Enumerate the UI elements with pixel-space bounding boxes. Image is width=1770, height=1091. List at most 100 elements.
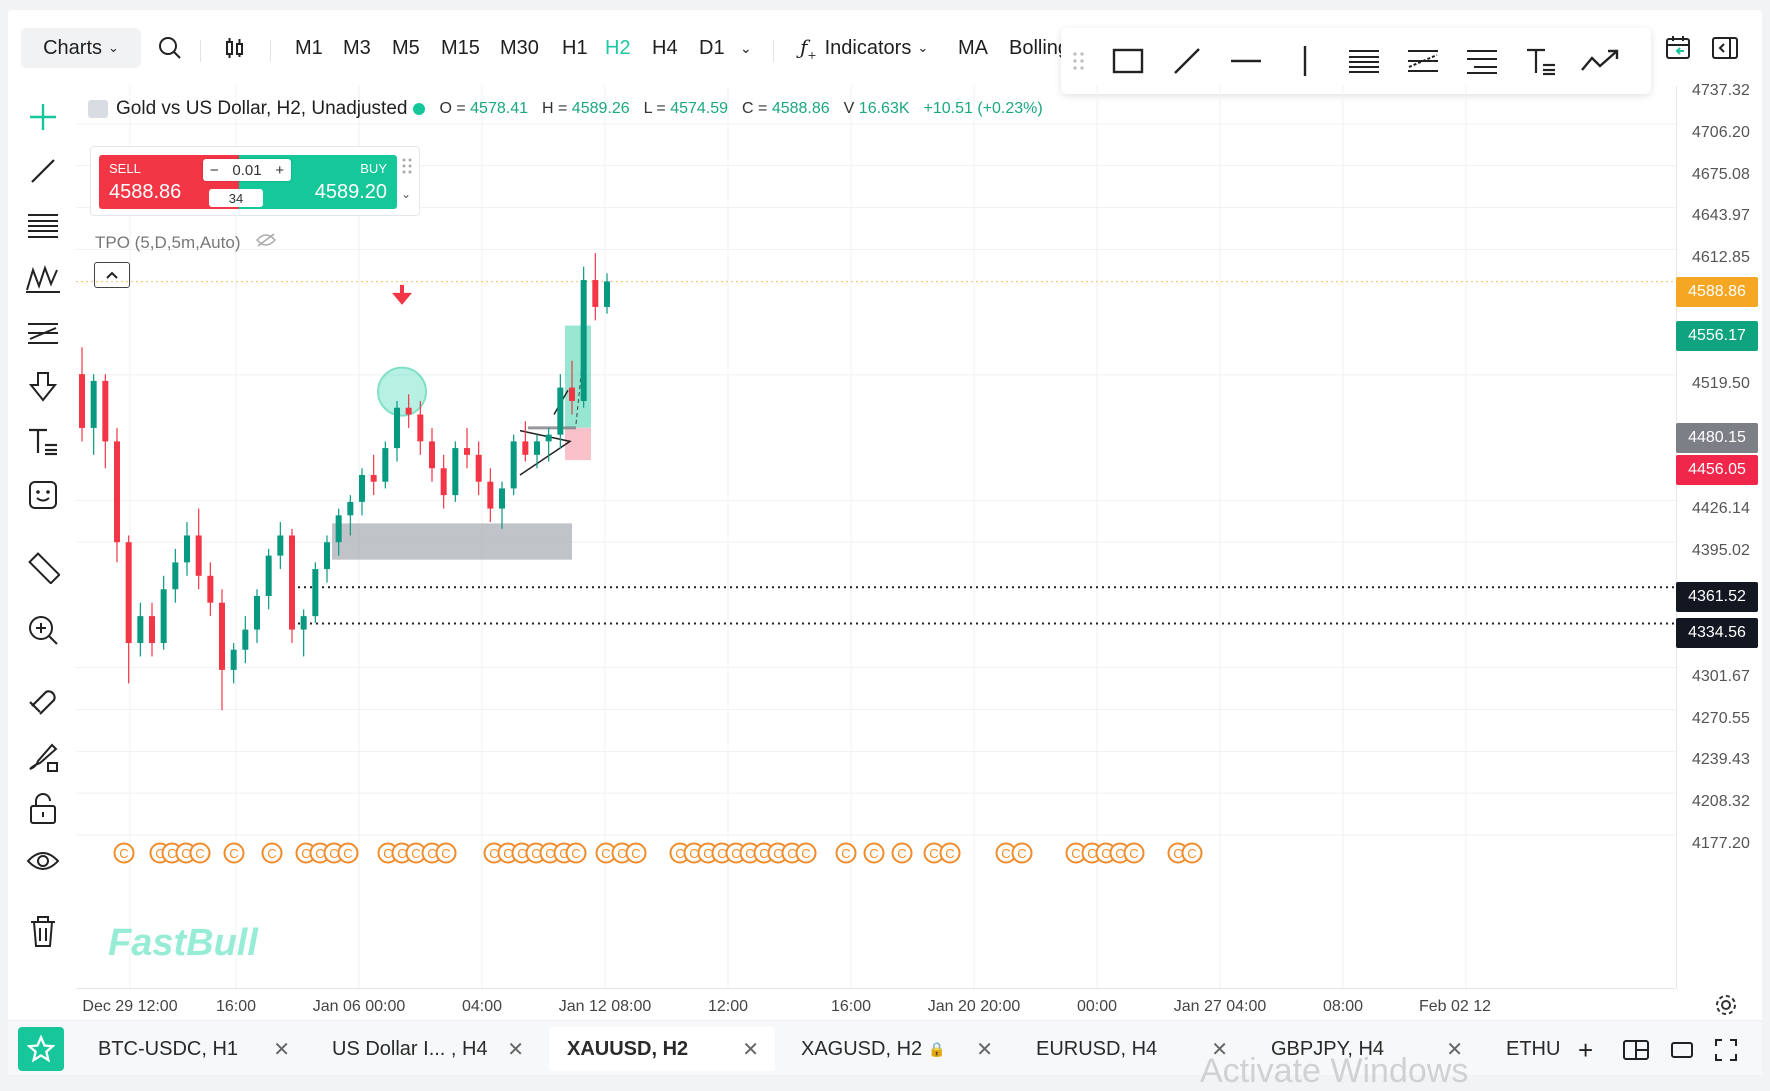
rectangle-tool-icon[interactable]: [1108, 42, 1148, 80]
drawing-toolbar: [1061, 28, 1651, 94]
legend-change: +10.51 (+0.23%): [923, 100, 1043, 117]
trash-icon[interactable]: [21, 910, 65, 954]
candle-body: [592, 280, 599, 307]
crosshair-icon[interactable]: [21, 95, 65, 139]
top-toolbar: Charts ⌄ M1 M3 M5 M15 M30 H1 H2 H4 D1 ⌄ …: [8, 10, 1762, 86]
emoji-icon[interactable]: [21, 473, 65, 517]
close-icon[interactable]: ✕: [1211, 1038, 1228, 1061]
pattern-tool-icon[interactable]: [21, 257, 65, 301]
tf-m30[interactable]: M30: [500, 36, 539, 59]
text-tool-icon[interactable]: [21, 419, 65, 463]
price-axis-label: 4270.55: [1692, 709, 1750, 727]
event-marker-glyph: C: [601, 846, 610, 861]
close-icon[interactable]: ✕: [742, 1038, 759, 1061]
eye-off-icon[interactable]: [256, 232, 277, 253]
fib-channel-tool-icon[interactable]: [1403, 42, 1443, 80]
tab-ethu[interactable]: ETHU: [1488, 1027, 1568, 1071]
candle-body: [429, 441, 435, 469]
event-marker-glyph: C: [517, 846, 526, 861]
tab-xagusd[interactable]: XAGUSD, H2 🔒 ✕: [783, 1027, 1009, 1071]
price-axis-label: 4426.14: [1692, 500, 1750, 518]
minus-icon[interactable]: −: [209, 161, 219, 179]
tf-m3[interactable]: M3: [343, 36, 371, 59]
arrow-down-tool-icon[interactable]: [21, 365, 65, 409]
charts-menu-button[interactable]: Charts ⌄: [21, 28, 141, 68]
collapse-panel-icon[interactable]: [1705, 28, 1745, 68]
add-tab-icon[interactable]: +: [1578, 1035, 1594, 1065]
event-marker-glyph: C: [329, 846, 338, 861]
tab-xauusd[interactable]: XAUUSD, H2 ✕: [549, 1027, 775, 1071]
fullscreen-icon[interactable]: [1714, 1038, 1738, 1067]
candle-body: [464, 448, 470, 455]
trend-line-tool-icon[interactable]: [1167, 42, 1207, 80]
collapse-legend-button[interactable]: [94, 262, 130, 288]
tab-us-dollar[interactable]: US Dollar I... , H4 ✕: [314, 1027, 540, 1071]
search-icon[interactable]: [148, 28, 192, 68]
event-marker-glyph: C: [703, 846, 712, 861]
channel-tool-icon[interactable]: [21, 203, 65, 247]
tf-h2[interactable]: H2: [605, 36, 631, 59]
settings-gear-icon[interactable]: [1714, 993, 1742, 1021]
tab-gbpjpy[interactable]: GBPJPY, H4 ✕: [1253, 1027, 1479, 1071]
pitchfork-tool-icon[interactable]: [1462, 42, 1502, 80]
tf-m15[interactable]: M15: [441, 36, 480, 59]
quantity-value[interactable]: 0.01: [232, 161, 262, 179]
event-marker-glyph: C: [675, 846, 684, 861]
candle-body: [534, 441, 540, 455]
indicators-button[interactable]: ƒ+ Indicators ⌄: [800, 28, 928, 68]
chevron-down-icon[interactable]: ⌄: [401, 187, 412, 201]
event-marker-ring: [625, 842, 647, 864]
bollinger-button[interactable]: Bolling: [1009, 36, 1069, 59]
plus-icon[interactable]: +: [275, 161, 285, 179]
event-marker-icon: C: [939, 842, 961, 864]
candle: [534, 434, 540, 469]
zoom-in-icon[interactable]: [21, 608, 65, 652]
tf-h1[interactable]: H1: [562, 36, 588, 59]
layout-icon[interactable]: [1622, 1039, 1650, 1066]
calendar-icon[interactable]: [1658, 28, 1698, 68]
event-marker-glyph: C: [1101, 846, 1110, 861]
magnet-icon[interactable]: [21, 679, 65, 723]
tpo-indicator[interactable]: TPO (5,D,5m,Auto): [95, 232, 277, 253]
down-arrow-marker: [392, 284, 412, 305]
tf-d1[interactable]: D1: [699, 36, 725, 59]
event-marker-glyph: C: [1017, 846, 1026, 861]
tab-eurusd[interactable]: EURUSD, H4 ✕: [1018, 1027, 1244, 1071]
path-tool-icon[interactable]: [1580, 42, 1620, 80]
favorites-star-icon[interactable]: [18, 1027, 64, 1071]
candle-body: [219, 602, 225, 670]
close-icon[interactable]: ✕: [1446, 1038, 1463, 1061]
event-marker-icon: C: [995, 842, 1017, 864]
tf-m5[interactable]: M5: [392, 36, 420, 59]
close-icon[interactable]: ✕: [976, 1038, 993, 1061]
timeframe-more-icon[interactable]: ⌄: [740, 39, 752, 56]
close-icon[interactable]: ✕: [273, 1038, 290, 1061]
fibonacci-tool-icon[interactable]: [21, 311, 65, 355]
tf-h4[interactable]: H4: [652, 36, 678, 59]
line-tool-icon[interactable]: [21, 149, 65, 193]
close-icon[interactable]: ✕: [507, 1038, 524, 1061]
symbol-title[interactable]: Gold vs US Dollar, H2, Unadjusted: [116, 98, 408, 119]
horizontal-line-tool-icon[interactable]: [1226, 42, 1266, 80]
quantity-stepper[interactable]: − 0.01 +: [203, 159, 291, 181]
symbol-icon: [88, 100, 108, 118]
candle-body: [254, 595, 260, 630]
app-window: Charts ⌄ M1 M3 M5 M15 M30 H1 H2 H4 D1 ⌄ …: [8, 10, 1762, 1075]
candle: [102, 374, 109, 469]
tf-m1[interactable]: M1: [295, 36, 323, 59]
single-layout-icon[interactable]: [1670, 1041, 1694, 1064]
ma-button[interactable]: MA: [958, 36, 988, 59]
candle-type-icon[interactable]: [215, 28, 255, 68]
text-tool-icon[interactable]: [1521, 42, 1561, 80]
tab-btc-usdc[interactable]: BTC-USDC, H1 ✕: [80, 1027, 306, 1071]
lock-icon[interactable]: [21, 787, 65, 831]
brush-icon[interactable]: [21, 735, 65, 779]
ruler-icon[interactable]: [21, 545, 65, 589]
drag-handle-icon[interactable]: [401, 157, 415, 177]
eye-icon[interactable]: [21, 839, 65, 883]
vertical-line-tool-icon[interactable]: [1285, 42, 1325, 80]
parallel-channel-tool-icon[interactable]: [1344, 42, 1384, 80]
drag-handle-icon[interactable]: [1067, 42, 1091, 80]
